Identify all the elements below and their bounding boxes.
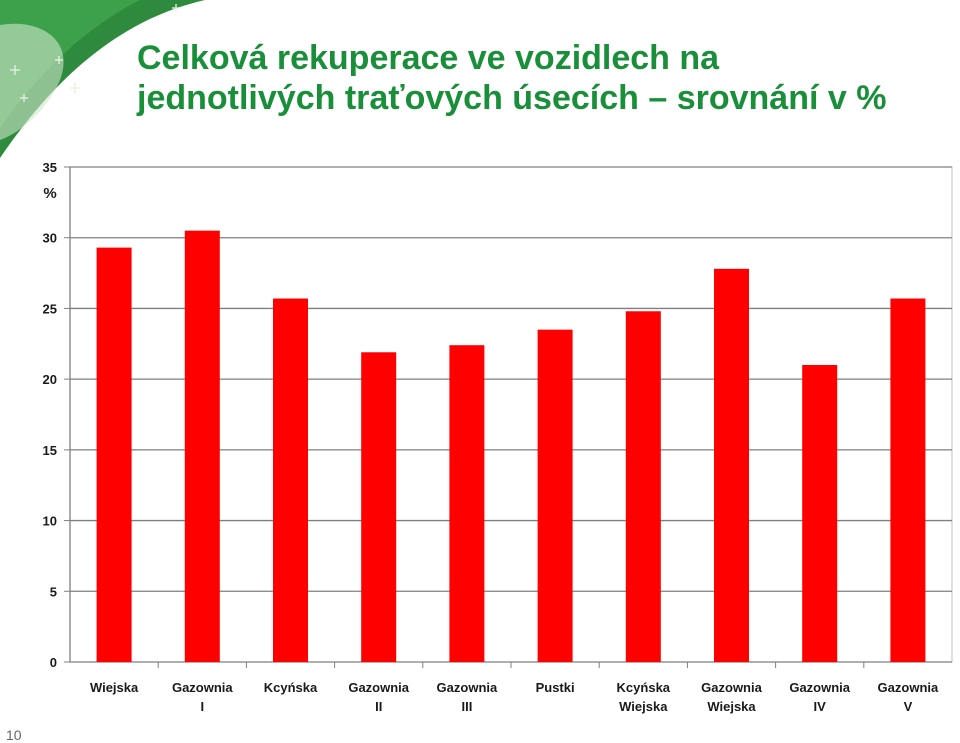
x-category-label: IV	[814, 699, 827, 714]
bar	[625, 311, 661, 662]
x-category-label: Kcyńska	[264, 680, 318, 695]
bar	[714, 268, 749, 662]
slide-title-line-2: jednotlivých traťových úsecích – srovnán…	[137, 79, 887, 117]
slide-title: Celková rekuperace ve vozidlech na jedno…	[137, 38, 886, 118]
bar-chart: 0 5 10 15 20 25 30 35% Wiejska Gazownia I Kcyńska Ga…	[43, 160, 953, 714]
y-axis-unit-label: %	[43, 185, 56, 202]
x-category-label: Kcyńska	[617, 680, 671, 695]
y-tick-label: 5	[50, 584, 57, 599]
x-category-label: III	[461, 699, 472, 714]
bar	[184, 230, 220, 662]
x-category-label: Gazownia	[701, 680, 762, 695]
bar	[361, 352, 397, 662]
x-category-label: Wiejska	[90, 680, 139, 695]
bar	[449, 345, 485, 662]
bar	[802, 365, 838, 662]
x-category-label: V	[904, 699, 913, 714]
page-number: 10	[6, 727, 22, 743]
x-category-label: II	[375, 699, 382, 714]
y-tick-label: 25	[43, 301, 57, 316]
y-tick-label: 0	[50, 655, 57, 670]
x-category-label: Wiejska	[619, 699, 668, 714]
bar	[537, 329, 573, 662]
x-category-label: Gazownia	[878, 680, 939, 695]
x-category-label: Gazownia	[437, 680, 498, 695]
y-tick-label: 15	[43, 443, 57, 458]
bar	[890, 298, 926, 662]
corner-leaf-decoration	[0, 0, 205, 158]
x-category-label: Gazownia	[789, 680, 850, 695]
x-category-label: Pustki	[536, 680, 575, 695]
x-category-label: Gazownia	[348, 680, 409, 695]
slide-title-line-1: Celková rekuperace ve vozidlech na	[137, 39, 720, 77]
y-tick-label: 30	[43, 231, 57, 246]
x-category-label: I	[200, 699, 204, 714]
y-tick-label: 35	[43, 160, 57, 175]
bar	[273, 298, 308, 662]
bar	[96, 247, 132, 662]
x-category-label: Wiejska	[707, 699, 756, 714]
y-tick-label: 10	[43, 514, 57, 529]
y-tick-label: 20	[43, 372, 57, 387]
x-category-label: Gazownia	[172, 680, 233, 695]
